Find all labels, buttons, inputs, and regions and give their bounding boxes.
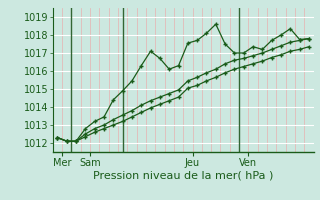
X-axis label: Pression niveau de la mer( hPa ): Pression niveau de la mer( hPa ) <box>93 170 273 180</box>
